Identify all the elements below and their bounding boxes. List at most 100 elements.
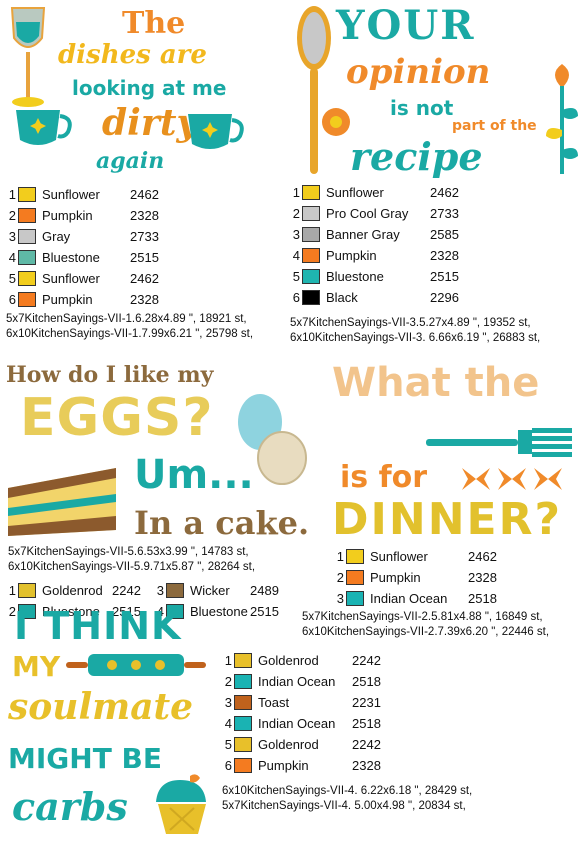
color-number: 1 xyxy=(8,583,16,598)
color-number: 1 xyxy=(224,653,232,668)
color-name: Indian Ocean xyxy=(370,591,448,606)
color-swatch xyxy=(18,292,36,307)
rolling-pin-icon xyxy=(66,654,206,676)
color-name: Goldenrod xyxy=(42,583,103,598)
design4-line-2: is for xyxy=(340,460,428,495)
color-code: 2515 xyxy=(430,269,459,284)
design5-specs: 6x10KitchenSayings-VII-4. 6.22x6.18 ", 2… xyxy=(222,784,472,814)
design2-line-5: recipe xyxy=(350,134,483,178)
color-name: Indian Ocean xyxy=(258,674,336,689)
color-swatch xyxy=(18,208,36,223)
color-name: Sunflower xyxy=(370,549,428,564)
color-code: 2328 xyxy=(130,292,159,307)
design-eggs-artwork: How do I like my EGGS? Um... In a cake. xyxy=(4,362,314,542)
cake-slice-icon xyxy=(8,468,116,536)
color-row: 4 Indian Ocean 2518 xyxy=(222,713,392,734)
color-row: 5 Goldenrod 2242 xyxy=(222,734,392,755)
color-code: 2462 xyxy=(468,549,497,564)
design3-line-3: Um... xyxy=(134,452,254,498)
color-swatch xyxy=(18,187,36,202)
color-code: 2328 xyxy=(468,570,497,585)
color-swatch xyxy=(346,570,364,585)
cup-right-icon xyxy=(188,114,244,149)
color-row: 1 Sunflower 2462 xyxy=(290,182,470,203)
color-number: 2 xyxy=(336,570,344,585)
color-swatch xyxy=(166,604,184,619)
color-code: 2585 xyxy=(430,227,459,242)
color-code: 2242 xyxy=(352,737,381,752)
color-swatch xyxy=(18,229,36,244)
color-number: 4 xyxy=(292,248,300,263)
plant-icon xyxy=(546,64,578,174)
color-row: 2 Pumpkin 2328 xyxy=(334,567,508,588)
color-number: 6 xyxy=(8,292,16,307)
color-swatch xyxy=(302,206,320,221)
color-code: 2462 xyxy=(430,185,459,200)
cup-left-icon xyxy=(16,110,72,145)
design3-color-list-right: 3 Wicker 2489 4 Bluestone 2515 xyxy=(154,580,290,622)
color-number: 3 xyxy=(224,695,232,710)
color-row: 1 Goldenrod 2242 xyxy=(222,650,392,671)
design3-color-list-left: 1 Goldenrod 2242 2 Bluestone 2515 xyxy=(6,580,148,622)
design5-line-2: MY xyxy=(12,650,61,683)
color-number: 2 xyxy=(8,604,16,619)
design4-spec-line: 6x10KitchenSayings-VII-2.7.39x6.20 ", 22… xyxy=(302,626,550,638)
design2-spec-line: 5x7KitchenSayings-VII-3.5.27x4.89 ", 193… xyxy=(290,317,531,329)
color-code: 2733 xyxy=(130,229,159,244)
design5-spec-line: 5x7KitchenSayings-VII-4. 5.00x4.98 ", 20… xyxy=(222,800,466,812)
color-row: 1 Sunflower 2462 xyxy=(6,184,170,205)
color-number: 5 xyxy=(292,269,300,284)
color-swatch xyxy=(234,674,252,689)
color-name: Indian Ocean xyxy=(258,716,336,731)
color-code: 2515 xyxy=(130,250,159,265)
color-row: 6 Pumpkin 2328 xyxy=(6,289,170,310)
design1-line-5: again xyxy=(96,148,165,174)
color-row: 2 Pro Cool Gray 2733 xyxy=(290,203,470,224)
color-name: Bluestone xyxy=(42,604,100,619)
design1-line-4: dirty xyxy=(102,102,198,144)
color-number: 3 xyxy=(336,591,344,606)
color-swatch xyxy=(234,737,252,752)
color-code: 2242 xyxy=(352,653,381,668)
color-name: Gray xyxy=(42,229,71,244)
design2-spec-line: 6x10KitchenSayings-VII-3. 6.66x6.19 ", 2… xyxy=(290,332,541,344)
cupcake-icon xyxy=(156,774,206,834)
color-row: 4 Pumpkin 2328 xyxy=(290,245,470,266)
color-swatch xyxy=(346,549,364,564)
color-row: 2 Indian Ocean 2518 xyxy=(222,671,392,692)
design5-line-5: carbs xyxy=(12,784,128,829)
color-name: Bluestone xyxy=(326,269,384,284)
color-swatch xyxy=(302,248,320,263)
color-row: 1 Sunflower 2462 xyxy=(334,546,508,567)
design3-line-2: EGGS? xyxy=(20,388,214,448)
color-swatch xyxy=(346,591,364,606)
color-row: 3 Toast 2231 xyxy=(222,692,392,713)
design-opinion-artwork: YOUR opinion is not part of the recipe xyxy=(290,2,586,178)
color-code: 2328 xyxy=(130,208,159,223)
color-number: 3 xyxy=(156,583,164,598)
color-name: Wicker xyxy=(190,583,230,598)
design-soulmate-artwork: I THINK MY soulmate MIGHT BE carbs xyxy=(4,604,218,840)
color-name: Goldenrod xyxy=(258,737,319,752)
color-number: 4 xyxy=(224,716,232,731)
color-swatch xyxy=(302,227,320,242)
color-code: 2296 xyxy=(430,290,459,305)
design1-spec-line: 5x7KitchenSayings-VII-1.6.28x4.89 ", 189… xyxy=(6,313,247,325)
color-swatch xyxy=(302,269,320,284)
design5-line-4: MIGHT BE xyxy=(8,742,163,775)
design4-color-list: 1 Sunflower 2462 2 Pumpkin 2328 3 Indian Ocean 2… xyxy=(334,546,508,609)
design2-specs: 5x7KitchenSayings-VII-3.5.27x4.89 ", 193… xyxy=(290,316,540,346)
color-name: Sunflower xyxy=(42,271,100,286)
design5-line-1: I THINK xyxy=(14,604,182,648)
color-name: Pumpkin xyxy=(42,292,93,307)
color-code: 2518 xyxy=(352,716,381,731)
color-code: 2242 xyxy=(112,583,141,598)
color-code: 2462 xyxy=(130,271,159,286)
color-number: 4 xyxy=(8,250,16,265)
color-name: Sunflower xyxy=(42,187,100,202)
color-name: Black xyxy=(326,290,358,305)
color-row: 6 Black 2296 xyxy=(290,287,470,308)
color-code: 2328 xyxy=(430,248,459,263)
color-name: Banner Gray xyxy=(326,227,400,242)
design4-spec-line: 5x7KitchenSayings-VII-2.5.81x4.88 ", 168… xyxy=(302,611,543,623)
